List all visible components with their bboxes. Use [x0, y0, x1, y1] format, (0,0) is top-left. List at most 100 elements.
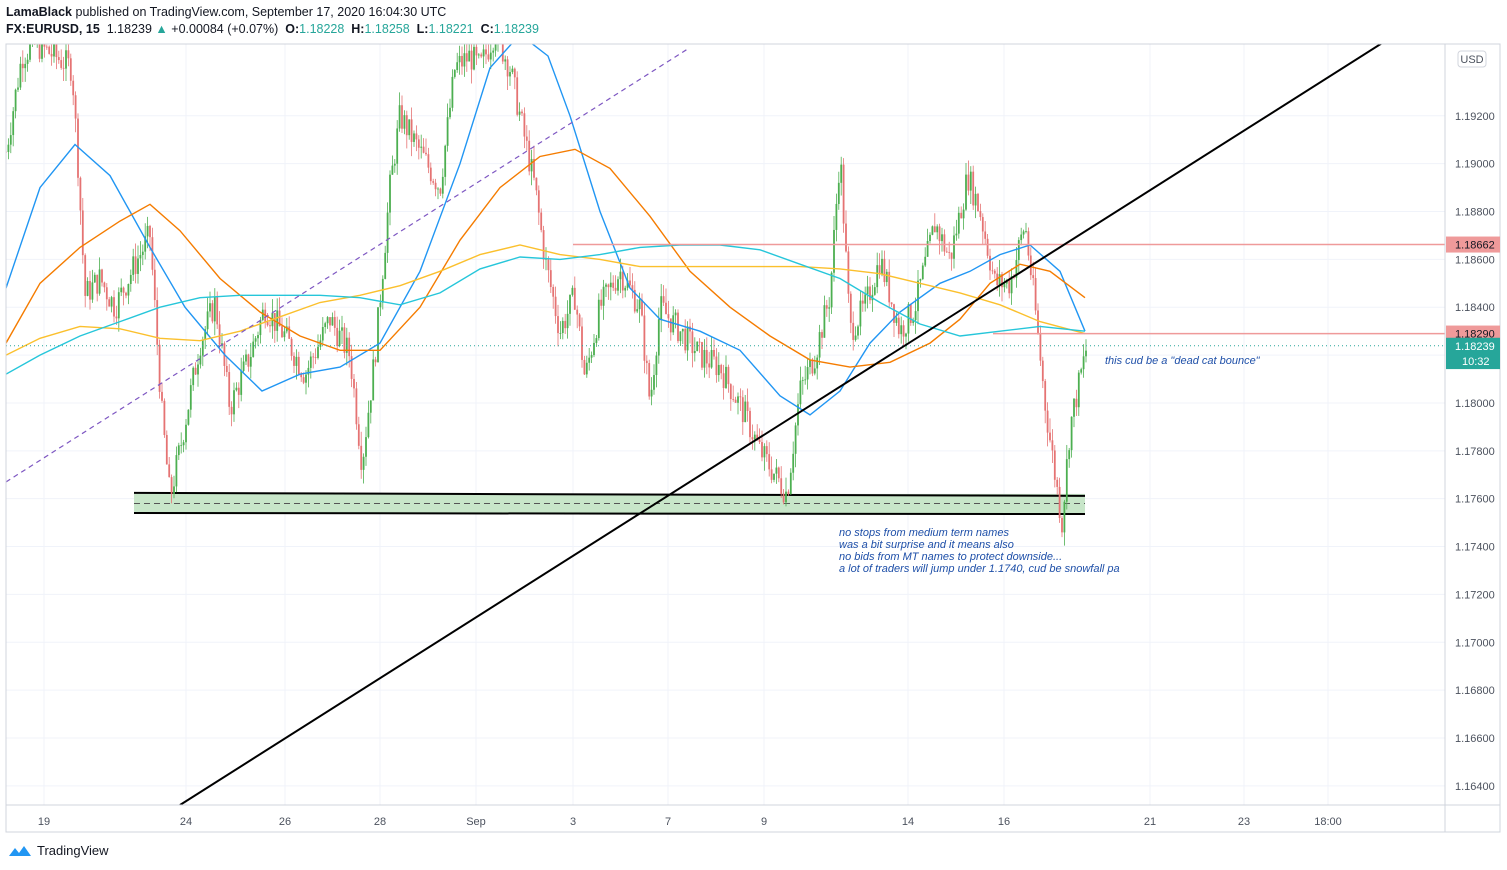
candle-body — [81, 210, 84, 256]
candle-body — [698, 341, 701, 343]
candle-body — [475, 46, 478, 56]
candle-body — [1037, 310, 1039, 334]
candle-body — [941, 234, 943, 242]
candle-body — [1001, 274, 1003, 288]
annotations[interactable]: this cud be a "dead cat bounce" no stops … — [839, 355, 1261, 575]
candle-body — [1032, 275, 1035, 279]
candle-body — [561, 320, 564, 333]
annotation-text[interactable]: was a bit surprise and it means also — [839, 539, 1014, 551]
candle-body — [732, 399, 735, 400]
candle-body — [953, 235, 955, 259]
candle-body — [1056, 479, 1059, 487]
support-zone-top[interactable] — [133, 491, 1086, 497]
support-zone-bottom[interactable] — [133, 512, 1086, 516]
annotation-text[interactable]: no bids from MT names to protect downsid… — [839, 551, 1062, 563]
brand-name[interactable]: TradingView — [37, 843, 109, 858]
candle-body — [36, 37, 38, 42]
candle-body — [957, 212, 960, 234]
candle-body — [449, 107, 451, 118]
candle-body — [1058, 486, 1061, 519]
trendlines[interactable] — [6, 37, 1392, 805]
candle-body — [501, 44, 504, 62]
y-tick-label: 1.17000 — [1455, 637, 1495, 649]
candle-body — [715, 356, 718, 376]
candle-body — [617, 279, 619, 291]
high-value: 1.18258 — [364, 22, 410, 36]
trendline-solid[interactable] — [179, 37, 1392, 805]
candle-body — [74, 95, 77, 119]
low-label: L: — [416, 22, 429, 36]
support-zone[interactable] — [133, 491, 1086, 516]
annotation-text[interactable]: this cud be a "dead cat bounce" — [1105, 355, 1261, 367]
candle-body — [197, 364, 199, 375]
candle-body — [945, 251, 948, 253]
candle-body — [230, 406, 233, 415]
candle-body — [516, 77, 519, 115]
candle-body — [201, 339, 204, 356]
horizontal-lines[interactable] — [6, 243, 1445, 347]
candle-body — [549, 270, 552, 287]
candle-body — [727, 366, 730, 385]
x-tick-label: 21 — [1144, 816, 1156, 828]
candle-body — [773, 473, 775, 480]
last-price: 1.18239 — [106, 22, 152, 36]
candle-body — [895, 317, 898, 323]
candle-body — [926, 240, 929, 257]
candle-body — [177, 445, 180, 456]
candle-body — [1025, 231, 1027, 232]
candle-body — [441, 176, 444, 194]
candle-body — [864, 294, 867, 304]
candle-body — [453, 70, 456, 77]
currency-label: USD — [1460, 54, 1483, 66]
candle-body — [360, 445, 363, 470]
author-name[interactable]: LamaBlack — [6, 5, 73, 19]
candle-body — [314, 357, 317, 358]
candle-body — [504, 59, 507, 62]
candle-body — [209, 303, 211, 312]
candle-body — [117, 292, 120, 319]
candle-body — [108, 299, 111, 307]
candle-body — [269, 325, 271, 327]
candle-body — [494, 44, 497, 51]
low-value: 1.18221 — [428, 22, 474, 36]
candle-body — [984, 231, 987, 239]
price-badge-bg — [1446, 236, 1500, 253]
candle-body — [1022, 231, 1025, 235]
price-badge-label: 1.18662 — [1455, 240, 1495, 252]
annotation-text[interactable]: no stops from medium term names — [839, 527, 1009, 539]
symbol[interactable]: FX:EURUSD, 15 — [6, 22, 100, 36]
candle-body — [525, 136, 528, 141]
candle-body — [211, 303, 214, 322]
trendline-dashed[interactable] — [6, 48, 689, 483]
candle-body — [612, 282, 615, 288]
y-tick-label: 1.17400 — [1455, 542, 1495, 554]
candle-body — [1046, 410, 1049, 433]
candle-body — [869, 286, 871, 301]
candle-body — [744, 401, 747, 423]
candle-body — [924, 256, 927, 266]
open-value: 1.18228 — [299, 22, 345, 36]
candle-body — [645, 360, 648, 364]
candle-body — [765, 446, 768, 455]
candle-body — [686, 326, 689, 351]
candle-body — [746, 401, 749, 411]
candle-body — [965, 174, 967, 210]
candle-body — [621, 271, 624, 291]
candle-body — [852, 322, 855, 340]
x-tick-label: Sep — [466, 816, 486, 828]
candle-body — [110, 297, 113, 307]
candle-body — [468, 50, 471, 62]
candle-body — [329, 317, 331, 326]
candle-body — [535, 177, 538, 191]
candle-body — [26, 59, 29, 64]
annotation-text[interactable]: a lot of traders will jump under 1.1740,… — [839, 563, 1120, 575]
candle-body — [533, 158, 535, 178]
candle-body — [249, 356, 252, 367]
candle-body — [859, 300, 862, 327]
candle-body — [391, 165, 394, 175]
candle-body — [98, 269, 101, 294]
candle-body — [84, 255, 87, 296]
candle-body — [1027, 231, 1030, 256]
candle-body — [405, 115, 408, 136]
